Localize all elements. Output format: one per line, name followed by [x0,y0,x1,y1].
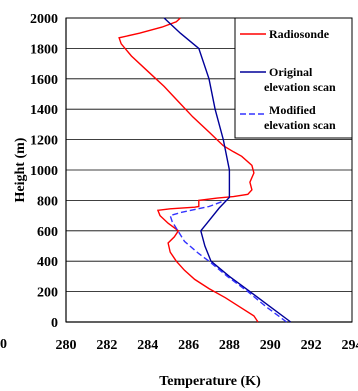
legend: Radiosonde Original elevation scan Modifi… [234,17,353,139]
series-line-3 [169,199,288,323]
y-tick-label: 200 [37,286,58,301]
legend-label-modified-line1: Modified [269,103,316,117]
x-tick-label: 282 [96,338,117,353]
legend-label-original: Original elevation scan [264,65,336,94]
legend-box [234,17,353,139]
y-tick-label: 400 [37,255,58,270]
x-tick-label: 286 [178,338,199,353]
y-tick-label: 1400 [30,103,58,118]
y-tick-label: 1200 [30,134,58,149]
y-tick-label: 800 [37,194,58,209]
legend-label-original-line2: elevation scan [264,80,336,94]
x-axis-title: Temperature (K) [159,374,261,389]
x-tick-label: 294 [342,338,358,353]
y-tick-label: 600 [37,225,58,240]
y-tick-label: 1600 [30,73,58,88]
x-tick-label: 280 [56,338,77,353]
series-layer [118,17,292,323]
legend-label-modified: Modified elevation scan [264,103,336,132]
series-line-1 [118,17,259,323]
y-tick-label: 2000 [30,12,58,27]
x-tick-labels: 280 282 284 286 288 290 292 294 [56,338,358,353]
legend-label-modified-line2: elevation scan [264,118,336,132]
y-tick-labels: 0 200 400 600 800 1000 1200 1400 1600 1800 2000 [30,12,58,331]
legend-label-radiosonde: Radiosonde [269,27,330,41]
legend-label-original-line1: Original [269,65,313,79]
y-tick-label: 1800 [30,42,58,57]
x-tick-label: 292 [301,338,322,353]
y-axis-title: Height (m) [13,137,28,202]
x-tick-label: 290 [260,338,281,353]
series-line-2 [163,17,292,323]
x-tick-label: 284 [137,338,158,353]
stray-label: 0 [0,337,7,352]
y-tick-label: 0 [51,316,58,331]
x-tick-label: 288 [219,338,240,353]
y-tick-label: 1000 [30,164,58,179]
